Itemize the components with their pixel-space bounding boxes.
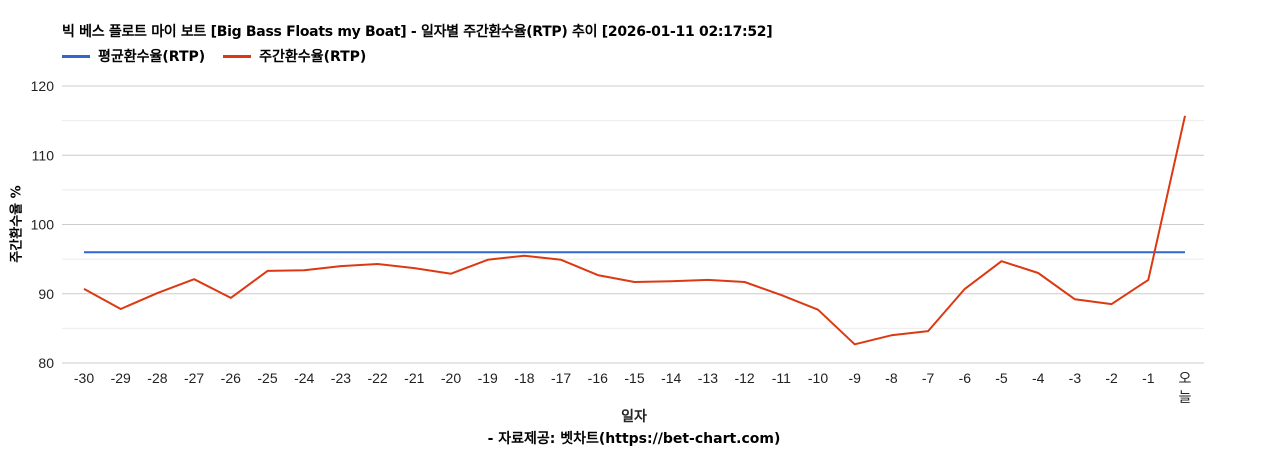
y-tick-label: 90 [38,286,54,302]
x-tick-label: -1 [1142,370,1155,386]
x-tick-label: -19 [478,370,498,386]
x-tick-label: -4 [1032,370,1045,386]
x-tick-label: -2 [1105,370,1118,386]
x-tick-label: -15 [624,370,644,386]
legend-swatch-weekly [223,54,252,58]
x-tick-label: -18 [514,370,534,386]
x-tick-label: -8 [885,370,898,386]
y-tick-label: 100 [31,217,55,233]
x-tick-label: -10 [808,370,828,386]
x-tick-label: -25 [257,370,277,386]
x-tick-label: -22 [367,370,387,386]
x-tick-label: -5 [995,370,1008,386]
legend-label-weekly: 주간환수율(RTP) [259,49,367,65]
x-axis-title: 일자 [621,409,647,425]
x-tick-label: -7 [922,370,935,386]
x-tick-label: -29 [111,370,131,386]
x-tick-label: -9 [848,370,861,386]
legend: 평균환수율(RTP) 주간환수율(RTP) [62,46,384,66]
x-tick-label: 오 [1179,371,1192,387]
legend-swatch-average [62,54,90,58]
legend-item-weekly-rtp[interactable]: 주간환수율(RTP) [223,46,366,66]
weekly-rtp-line[interactable] [83,115,1186,346]
x-tick-label: -11 [772,370,791,386]
x-tick-label: -24 [294,370,314,386]
y-tick-label: 120 [31,78,55,94]
x-tick-label: -16 [588,370,608,386]
legend-label-average: 평균환수율(RTP) [98,49,206,65]
x-tick-label: -14 [661,370,681,386]
x-tick-label: -21 [404,370,424,386]
x-tick-label: -12 [734,370,754,386]
y-tick-label: 110 [32,147,55,163]
y-tick-label: 80 [38,355,54,371]
chart-title: 빅 베스 플로트 마이 보트 [Big Bass Floats my Boat]… [62,24,773,40]
x-tick-label: -30 [74,370,94,386]
x-tick-label: -27 [184,370,204,386]
x-tick-label: -28 [147,370,167,386]
x-tick-label: -13 [698,370,718,386]
x-tick-label: -20 [441,370,461,386]
legend-item-average-rtp[interactable]: 평균환수율(RTP) [62,46,205,66]
x-tick-label: -23 [331,370,351,386]
x-tick-label: -26 [221,370,241,386]
x-tick-label: 늘 [1179,390,1192,406]
x-tick-label: -17 [551,370,571,386]
x-tick-label: -3 [1069,370,1082,386]
x-tick-label: -6 [959,370,972,386]
data-source-credit: - 자료제공: 벳차트(https://bet-chart.com) [487,431,781,447]
